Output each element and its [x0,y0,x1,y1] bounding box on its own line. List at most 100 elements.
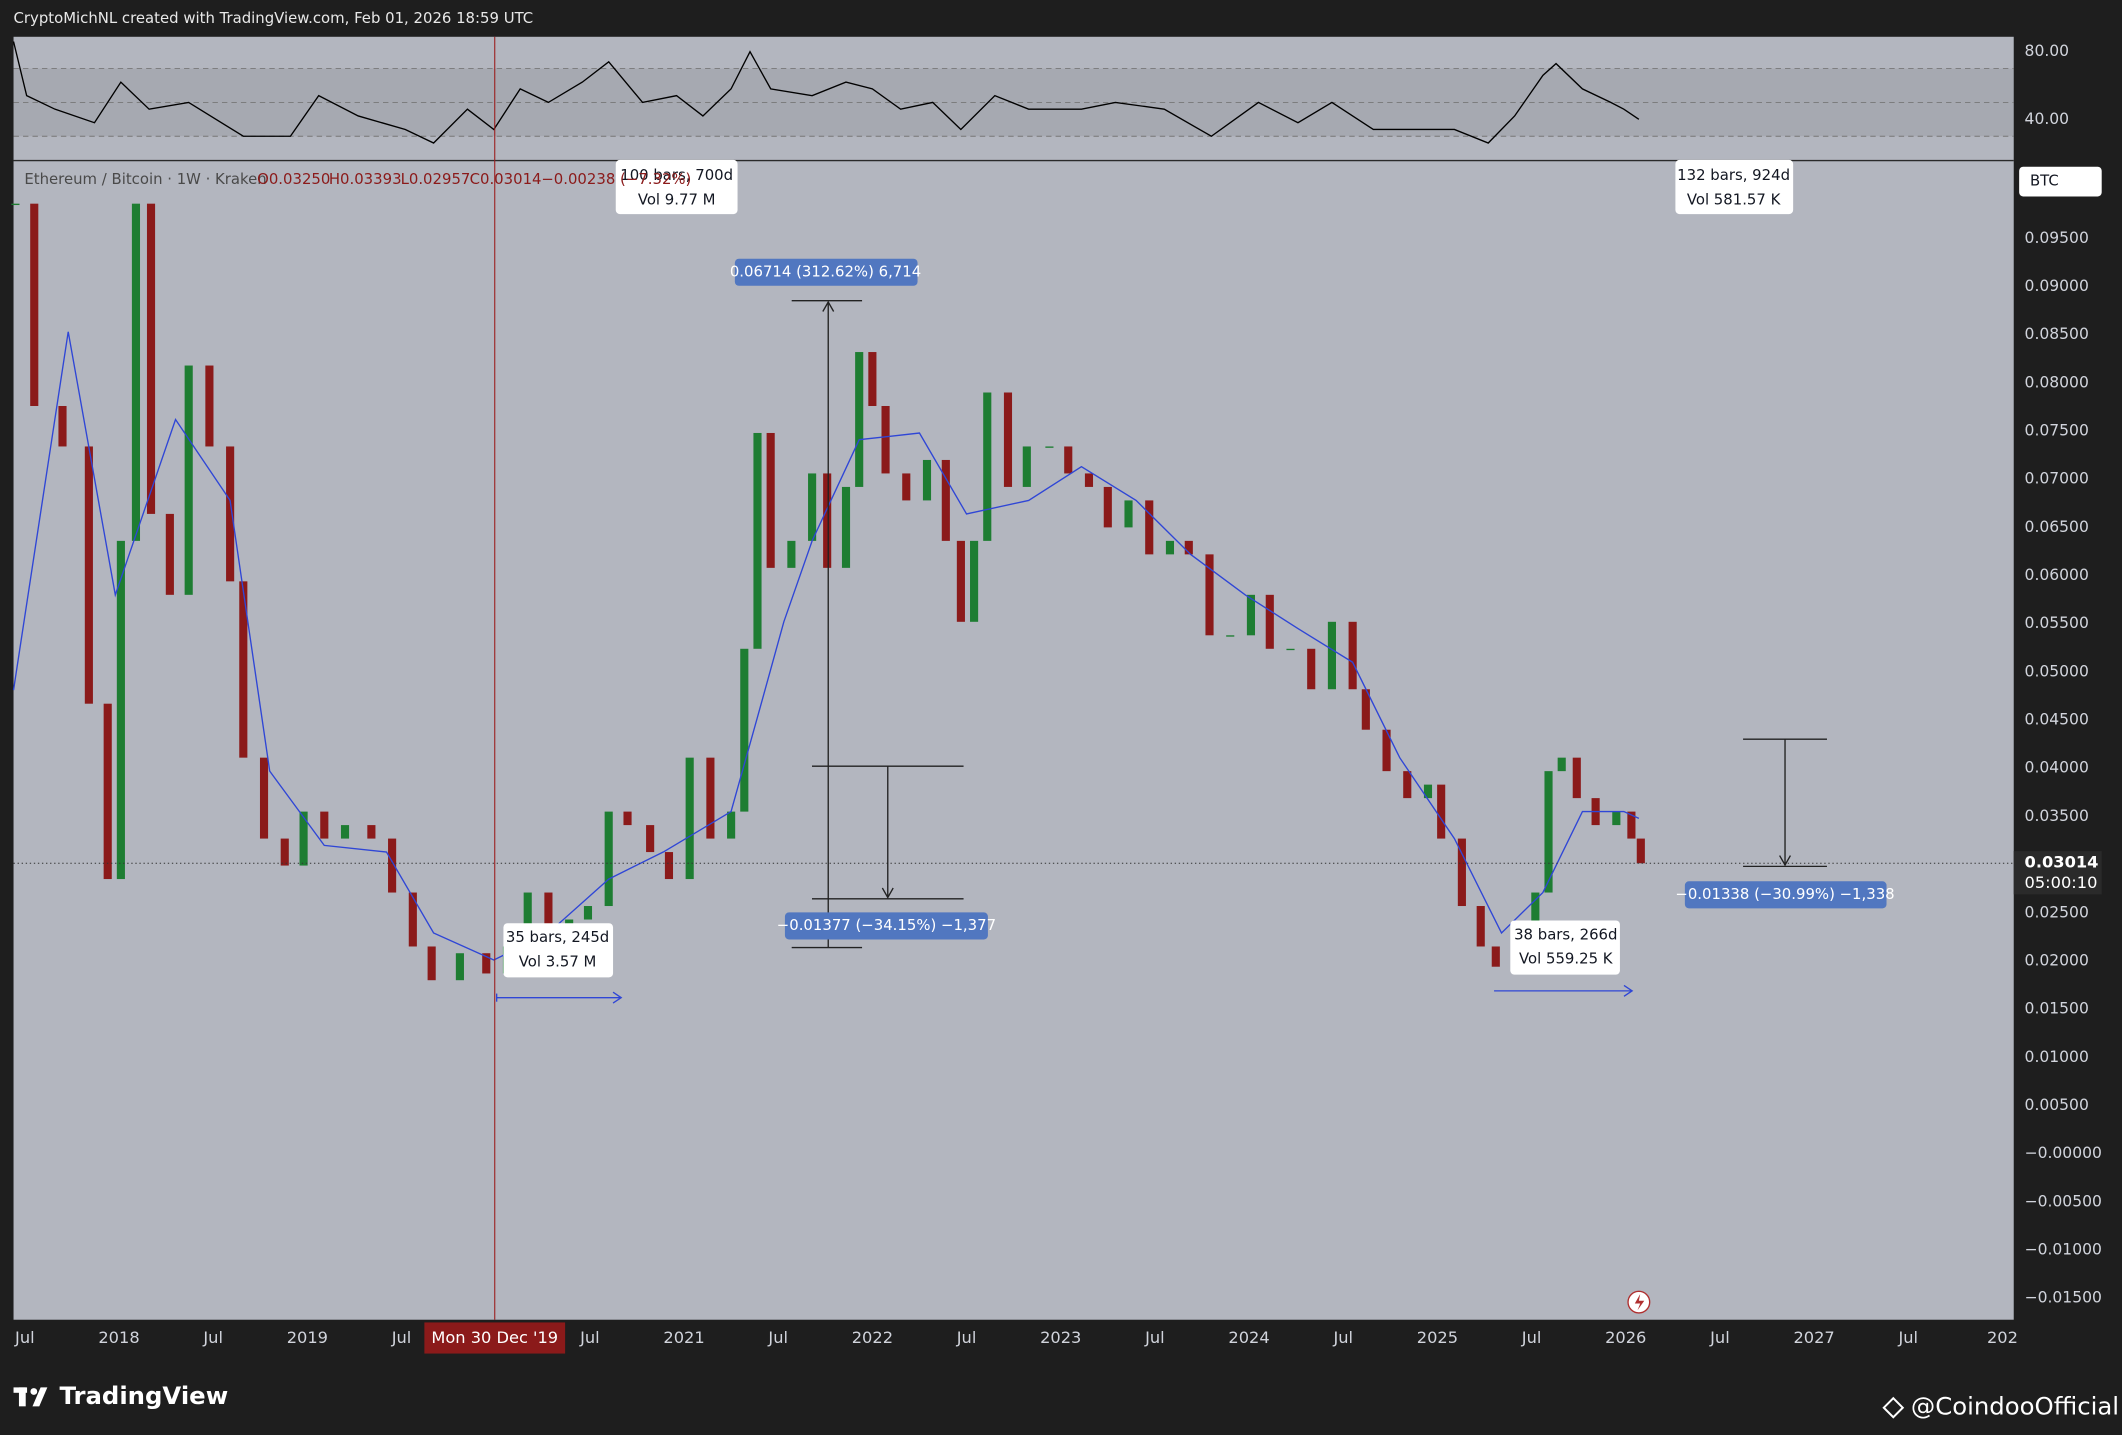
candle [455,953,464,981]
y-tick-label: 0.04500 [2025,711,2089,729]
x-tick-label: Jul [391,1328,412,1347]
annotation: 38 bars, 266d Vol 559.25 K [1510,920,1620,975]
y-tick-label: 0.01500 [2025,1000,2089,1018]
candle [1457,838,1466,907]
candle [855,352,864,487]
y-tick-label: −0.01000 [2025,1240,2102,1258]
candle [205,365,214,447]
currency-box[interactable] [2019,166,2102,197]
y-tick-label: 0.08000 [2025,373,2089,391]
candle [259,757,269,839]
chart-pane [13,36,2014,1320]
candle [1572,757,1581,799]
moving-average [12,331,1640,961]
measure-label: 0.06714 (312.62%) 6,714 [730,258,921,286]
y-tick-label: 0.06000 [2025,566,2089,584]
x-tick-label: Jul [1709,1328,1730,1347]
candle [146,203,156,514]
x-tick-label: 2024 [1228,1328,1269,1347]
measure-label-text: −0.01377 (−34.15%) −1,377 [777,916,996,934]
candle [1557,757,1566,772]
candle [1165,540,1175,555]
measure-arrow [881,887,894,899]
y-tick-label: 0.00500 [2025,1096,2089,1114]
candle [604,811,613,907]
x-tick-label: Jul [579,1328,600,1347]
annotation: 132 bars, 924d Vol 581.57 K [1675,159,1794,215]
range-arrow [1623,984,1634,997]
candle [1627,811,1636,839]
candle [1382,729,1391,772]
candle [787,540,796,568]
candle [1246,594,1256,636]
candle [1544,771,1553,893]
watermark: @CoindooOfficial [1911,1392,2119,1421]
rsi-tick-label: 80.00 [2025,42,2070,60]
candle [239,581,248,758]
x-tick-label: Jul [767,1328,788,1347]
x-tick-label: Jul [14,1328,35,1347]
candle [902,473,911,501]
candle [706,757,715,839]
legend-close: C0.03014 [470,170,542,188]
x-tick-label: Jul [202,1328,223,1347]
annotation-box [615,159,738,215]
candle [664,852,674,880]
candle [941,459,950,541]
brand-logo [13,1387,48,1407]
candle [623,811,632,826]
x-tick-label: Jul [1332,1328,1353,1347]
candle [766,432,775,568]
measure-label: −0.01377 (−34.15%) −1,377 [777,912,996,940]
candle [388,838,397,893]
annotation-box [1510,920,1620,975]
candle [544,892,553,933]
date-ranges [495,984,1634,1004]
candle [340,825,350,839]
y-tick-label: 0.01000 [2025,1048,2089,1066]
candle [280,838,289,866]
candle [1184,540,1193,555]
rsi-tick-label: 40.00 [2025,110,2070,128]
measure-label-box [784,912,988,940]
candle [1286,648,1295,651]
candle [823,473,832,568]
logo-shape [18,1387,26,1407]
x-tick-label: 2025 [1417,1328,1458,1347]
candle [84,446,93,704]
candle [1361,689,1370,730]
currency[interactable]: BTC [2030,172,2059,190]
measure-label-box [734,258,918,286]
annotation-text: 132 bars, 924d [1677,166,1790,184]
x-tick-label: 2027 [1793,1328,1834,1347]
candle [30,203,39,406]
candle [1437,784,1446,839]
annotation: 35 bars, 245d Vol 3.57 M [503,923,614,978]
y-tick-label: 0.04000 [2025,759,2089,777]
candle [1145,500,1154,555]
countdown: 05:00:10 [2025,873,2098,892]
candle [1103,486,1112,528]
candle [1045,446,1054,448]
y-tick-label: 0.02500 [2025,903,2089,921]
rsi-pane [12,41,2014,144]
legend-open: O0.03250 [257,170,330,188]
candle [808,473,817,541]
measure-arrow [822,300,835,312]
y-tick-label: −0.01500 [2025,1289,2102,1307]
crosshair-label-box [424,1322,566,1354]
candle [1205,554,1214,636]
x-tick-label: 2019 [287,1328,328,1347]
legend-change: −0.00238 (−7.32%) [541,170,691,188]
candle [881,405,890,474]
legend-symbol: Ethereum / Bitcoin · 1W · Kraken [24,170,266,188]
candle [58,405,67,447]
candle [103,703,112,880]
legend-high: H0.03393 [329,170,402,188]
candle [685,757,694,880]
y-tick-label: 0.02000 [2025,951,2089,969]
candle [11,203,20,206]
measure-arrow [1779,855,1792,867]
